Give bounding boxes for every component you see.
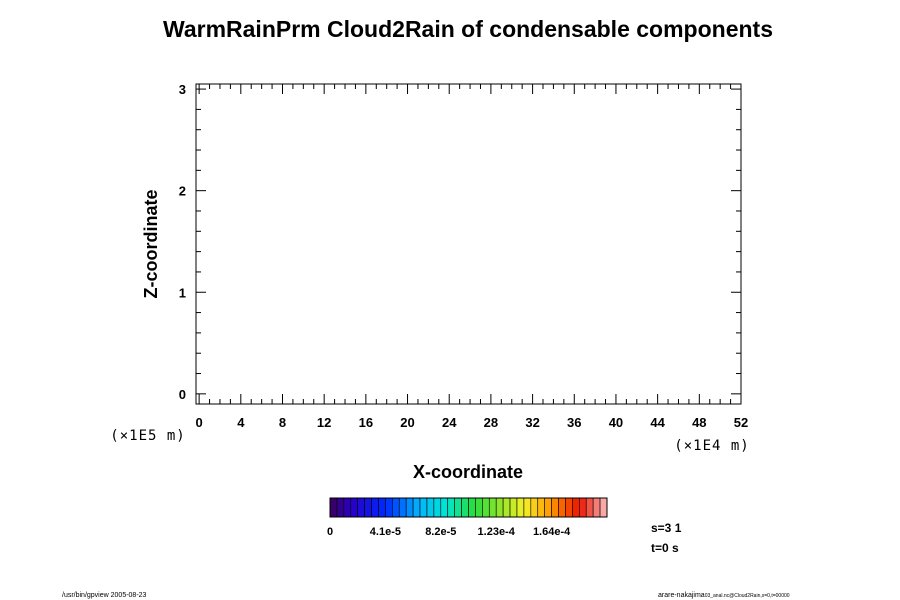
plot-frame <box>195 83 742 405</box>
x-tick-label: 52 <box>734 415 748 430</box>
x-axis-label: X-coordinate <box>413 462 523 482</box>
colorbar-bin <box>488 497 497 518</box>
y-tick-label: 3 <box>179 82 186 97</box>
x-tick-label: 0 <box>196 415 203 430</box>
x-tick-label: 20 <box>400 415 414 430</box>
colorbar-bin <box>537 497 545 518</box>
x-tick-label: 24 <box>442 415 457 430</box>
y-tick-label: 0 <box>179 387 186 402</box>
colorbar-tick-label: 0 <box>327 526 333 538</box>
colorbar <box>329 497 608 518</box>
x-tick-label: 4 <box>237 415 245 430</box>
colorbar-bin <box>350 497 358 518</box>
colorbar-bin <box>357 497 365 518</box>
x-tick-label: 12 <box>317 415 331 430</box>
colorbar-bin <box>530 497 539 518</box>
y-axis-ticks <box>196 88 741 395</box>
x-tick-label: 36 <box>567 415 581 430</box>
colorbar-bin <box>412 497 421 518</box>
colorbar-bin <box>551 497 559 518</box>
t-annotation: t=0 s <box>651 541 679 555</box>
x-axis-ticks <box>198 84 742 404</box>
colorbar-bin <box>516 497 525 518</box>
colorbar-bin <box>468 497 476 518</box>
colorbar-bin <box>405 497 414 518</box>
x-axis-unit: (×1E4 m) <box>674 438 749 454</box>
colorbar-bin <box>502 497 511 518</box>
colorbar-tick-label: 8.2e-5 <box>425 526 456 538</box>
colorbar-bin <box>482 497 490 518</box>
colorbar-bin <box>371 497 379 518</box>
colorbar-bin <box>599 497 608 518</box>
colorbar-bin <box>440 497 449 518</box>
colorbar-bin <box>398 497 407 518</box>
colorbar-bin <box>544 497 552 518</box>
colorbar-bin <box>364 497 372 518</box>
colorbar-bin <box>433 497 442 518</box>
colorbar-frame <box>329 497 608 518</box>
colorbar-tick-label: 1.64e-4 <box>533 526 571 538</box>
colorbar-bin <box>592 497 601 518</box>
colorbar-bin <box>454 497 462 518</box>
colorbar-tick-label: 4.1e-5 <box>370 526 401 538</box>
x-tick-label: 32 <box>525 415 539 430</box>
footer-right-detail: 03_anal.nc@Cloud2Rain,x=0,t=00000 <box>705 593 790 599</box>
colorbar-bin <box>385 497 393 518</box>
colorbar-tick-labels: 0 4.1e-5 8.2e-5 1.23e-4 1.64e-4 <box>327 526 571 538</box>
colorbar-bin <box>495 497 504 518</box>
s-annotation: s=3 1 <box>651 521 682 535</box>
colorbar-bin <box>475 497 483 518</box>
x-tick-label: 16 <box>359 415 373 430</box>
x-tick-label: 44 <box>650 415 665 430</box>
y-axis-tick-labels: 0 1 2 3 <box>179 82 186 402</box>
x-tick-label: 8 <box>279 415 286 430</box>
colorbar-bin <box>509 497 518 518</box>
footer-left: /usr/bin/gpview 2005-08-23 <box>62 592 147 599</box>
footer-right-main: arare-nakajima <box>658 592 705 599</box>
colorbar-tick-label: 1.23e-4 <box>478 526 516 538</box>
colorbar-bin <box>336 497 345 518</box>
colorbar-bin <box>426 497 435 518</box>
colorbar-bin <box>329 497 338 518</box>
colorbar-bin <box>578 497 587 518</box>
x-tick-label: 28 <box>484 415 498 430</box>
colorbar-bin <box>565 497 573 518</box>
footer-right: arare-nakajima03_anal.nc@Cloud2Rain,x=0,… <box>658 592 790 599</box>
chart-title: WarmRainPrm Cloud2Rain of condensable co… <box>163 16 773 42</box>
colorbar-bin <box>461 497 469 518</box>
colorbar-bin <box>558 497 566 518</box>
y-axis-label: Z-coordinate <box>141 189 161 298</box>
y-tick-label: 2 <box>179 184 186 199</box>
colorbar-bin <box>447 497 455 518</box>
y-tick-label: 1 <box>179 285 186 300</box>
x-tick-label: 48 <box>692 415 706 430</box>
colorbar-bin <box>572 497 580 518</box>
colorbar-bin <box>585 497 594 518</box>
x-axis-tick-labels: 0 4 8 12 16 20 24 28 32 36 40 44 48 52 <box>196 415 749 430</box>
colorbar-bin <box>343 497 352 518</box>
colorbar-bin <box>523 497 532 518</box>
x-tick-label: 40 <box>609 415 623 430</box>
colorbar-bin <box>419 497 428 518</box>
y-axis-unit: (×1E5 m) <box>110 428 185 444</box>
colorbar-bin <box>378 497 386 518</box>
colorbar-bin <box>392 497 400 518</box>
